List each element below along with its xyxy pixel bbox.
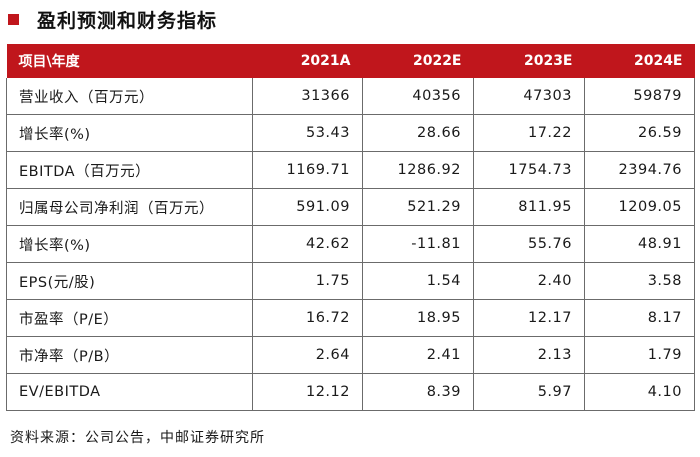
value-cell: 1209.05 <box>584 188 695 226</box>
value-cell: 31366 <box>252 78 363 115</box>
value-cell: 17.22 <box>473 114 585 152</box>
value-cell: 59879 <box>584 78 695 115</box>
value-cell: 55.76 <box>473 225 585 263</box>
value-cell: 1.75 <box>252 262 363 300</box>
value-cell: 8.17 <box>584 299 695 337</box>
section-title-bar: 盈利预测和财务指标 <box>8 4 217 34</box>
value-cell: -11.81 <box>362 225 474 263</box>
value-cell: 2.64 <box>252 336 363 374</box>
value-cell: 5.97 <box>473 373 585 411</box>
value-cell: 18.95 <box>362 299 474 337</box>
row-label: EBITDA（百万元） <box>6 151 253 189</box>
value-cell: 4.10 <box>584 373 695 411</box>
value-cell: 1286.92 <box>362 151 474 189</box>
value-cell: 28.66 <box>362 114 474 152</box>
value-cell: 12.12 <box>252 373 363 411</box>
value-cell: 2.41 <box>362 336 474 374</box>
value-cell: 1.79 <box>584 336 695 374</box>
value-cell: 2.40 <box>473 262 585 300</box>
row-label: 市盈率（P/E） <box>6 299 253 337</box>
table-row: 增长率(%) 42.62 -11.81 55.76 48.91 <box>6 225 695 263</box>
table-row: EV/EBITDA 12.12 8.39 5.97 4.10 <box>6 373 695 411</box>
value-cell: 591.09 <box>252 188 363 226</box>
row-label: 营业收入（百万元） <box>6 78 253 115</box>
value-cell: 2394.76 <box>584 151 695 189</box>
table-row: 增长率(%) 53.43 28.66 17.22 26.59 <box>6 114 695 152</box>
header-cell-year: 2023E <box>473 44 585 78</box>
table-row: 营业收入（百万元） 31366 40356 47303 59879 <box>6 78 695 115</box>
row-label: 市净率（P/B） <box>6 336 253 374</box>
row-label: EV/EBITDA <box>6 373 253 411</box>
value-cell: 16.72 <box>252 299 363 337</box>
row-label: 增长率(%) <box>6 225 253 263</box>
title-square-icon <box>8 13 19 25</box>
table-row: EBITDA（百万元） 1169.71 1286.92 1754.73 2394.76 <box>6 151 695 189</box>
value-cell: 3.58 <box>584 262 695 300</box>
value-cell: 26.59 <box>584 114 695 152</box>
value-cell: 48.91 <box>584 225 695 263</box>
row-label: 增长率(%) <box>6 114 253 152</box>
header-cell-year: 2024E <box>584 44 695 78</box>
value-cell: 12.17 <box>473 299 585 337</box>
header-cell-item: 项目\年度 <box>6 44 253 78</box>
value-cell: 521.29 <box>362 188 474 226</box>
row-label: EPS(元/股) <box>6 262 253 300</box>
value-cell: 47303 <box>473 78 585 115</box>
value-cell: 1169.71 <box>252 151 363 189</box>
value-cell: 40356 <box>362 78 474 115</box>
source-note: 资料来源：公司公告，中邮证券研究所 <box>10 430 265 446</box>
value-cell: 53.43 <box>252 114 363 152</box>
header-cell-year: 2021A <box>252 44 363 78</box>
value-cell: 811.95 <box>473 188 585 226</box>
header-cell-year: 2022E <box>362 44 474 78</box>
value-cell: 8.39 <box>362 373 474 411</box>
financial-forecast-table: 项目\年度 2021A 2022E 2023E 2024E 营业收入（百万元） 3… <box>6 44 695 411</box>
value-cell: 2.13 <box>473 336 585 374</box>
section-title: 盈利预测和财务指标 <box>37 9 218 32</box>
value-cell: 42.62 <box>252 225 363 263</box>
table-row: EPS(元/股) 1.75 1.54 2.40 3.58 <box>6 262 695 300</box>
value-cell: 1.54 <box>362 262 474 300</box>
row-label: 归属母公司净利润（百万元） <box>6 188 253 226</box>
value-cell: 1754.73 <box>473 151 585 189</box>
table-row: 市净率（P/B） 2.64 2.41 2.13 1.79 <box>6 336 695 374</box>
table-row: 市盈率（P/E） 16.72 18.95 12.17 8.17 <box>6 299 695 337</box>
table-header-row: 项目\年度 2021A 2022E 2023E 2024E <box>6 44 695 78</box>
table-row: 归属母公司净利润（百万元） 591.09 521.29 811.95 1209.05 <box>6 188 695 226</box>
